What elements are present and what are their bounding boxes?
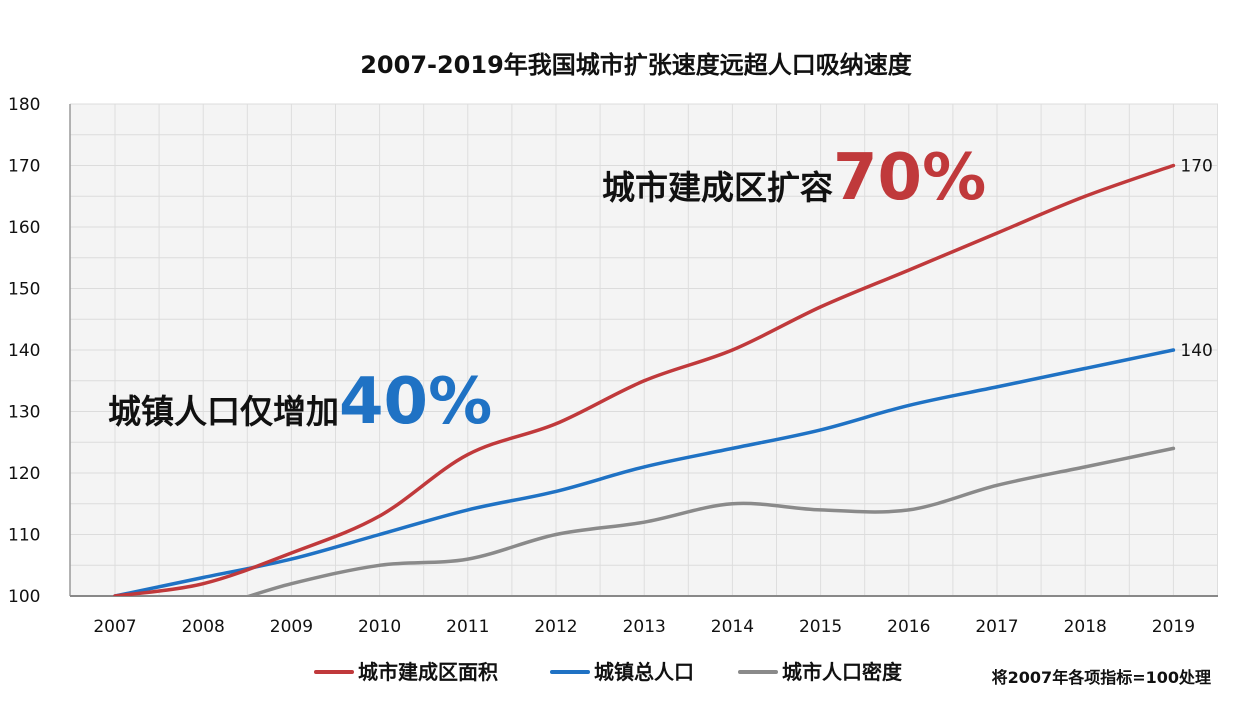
x-tick-label: 2008 (182, 617, 225, 637)
y-tick-label: 120 (8, 464, 40, 484)
annotation-population-percent: 40% (339, 365, 492, 439)
x-tick-label: 2013 (623, 617, 666, 637)
legend-item-urban-population: 城镇总人口 (550, 660, 694, 684)
x-tick-label: 2016 (887, 617, 930, 637)
legend-label-population-density: 城市人口密度 (782, 660, 903, 684)
y-tick-label: 170 (8, 157, 40, 177)
y-tick-label: 160 (8, 218, 40, 238)
grid-lines (70, 103, 1218, 596)
end-value-label: 170 (1180, 157, 1212, 177)
x-tick-label: 2009 (270, 617, 313, 637)
annotation-population-text-group: 城镇人口仅增加40% (108, 365, 492, 439)
x-tick-label: 2017 (975, 617, 1018, 637)
x-tick-label: 2014 (711, 617, 754, 637)
annotation-population-growth: 城镇人口仅增加40% (108, 365, 492, 439)
y-tick-label: 130 (8, 403, 40, 423)
x-tick-label: 2018 (1064, 617, 1107, 637)
annotation-area-text: 城市建成区扩容 (602, 168, 833, 207)
end-value-label: 140 (1180, 341, 1212, 361)
legend: 城市建成区面积 城镇总人口 城市人口密度 (314, 660, 903, 684)
y-tick-label: 100 (8, 587, 40, 607)
annotation-area-percent: 70% (833, 141, 986, 215)
index-note: 将2007年各项指标=100处理 (992, 668, 1211, 687)
annotation-area-text-group: 城市建成区扩容70% (602, 141, 986, 215)
legend-item-population-density: 城市人口密度 (738, 660, 903, 684)
annotation-population-text: 城镇人口仅增加 (108, 392, 339, 431)
y-tick-label: 110 (8, 526, 40, 546)
end-value-labels: 170 140 (1180, 157, 1212, 362)
x-tick-label: 2007 (93, 617, 136, 637)
legend-label-urban-population: 城镇总人口 (594, 660, 694, 684)
chart-title: 2007-2019年我国城市扩张速度远超人口吸纳速度 (360, 51, 913, 79)
x-tick-label: 2019 (1152, 617, 1195, 637)
x-tick-label: 2010 (358, 617, 401, 637)
legend-item-built-area: 城市建成区面积 (314, 660, 498, 684)
series-line-built-area (113, 163, 1176, 596)
legend-label-built-area: 城市建成区面积 (358, 660, 498, 684)
y-tick-label: 140 (8, 341, 40, 361)
y-tick-label: 180 (8, 95, 40, 115)
x-tick-label: 2012 (534, 617, 577, 637)
y-axis-tick-labels: 100 110 120 130 140 150 160 170 180 (8, 95, 40, 607)
x-tick-label: 2015 (799, 617, 842, 637)
annotation-area-growth: 城市建成区扩容70% (602, 141, 986, 215)
series-line-urban-population (113, 348, 1176, 596)
x-axis-tick-labels: 2007 2008 2009 2010 2011 2012 2013 2014 2015 2016… (93, 617, 1195, 637)
series-lines (113, 163, 1176, 596)
x-tick-label: 2011 (446, 617, 489, 637)
series-line-population-density (243, 446, 1176, 596)
y-tick-label: 150 (8, 280, 40, 300)
axes (69, 104, 1218, 597)
